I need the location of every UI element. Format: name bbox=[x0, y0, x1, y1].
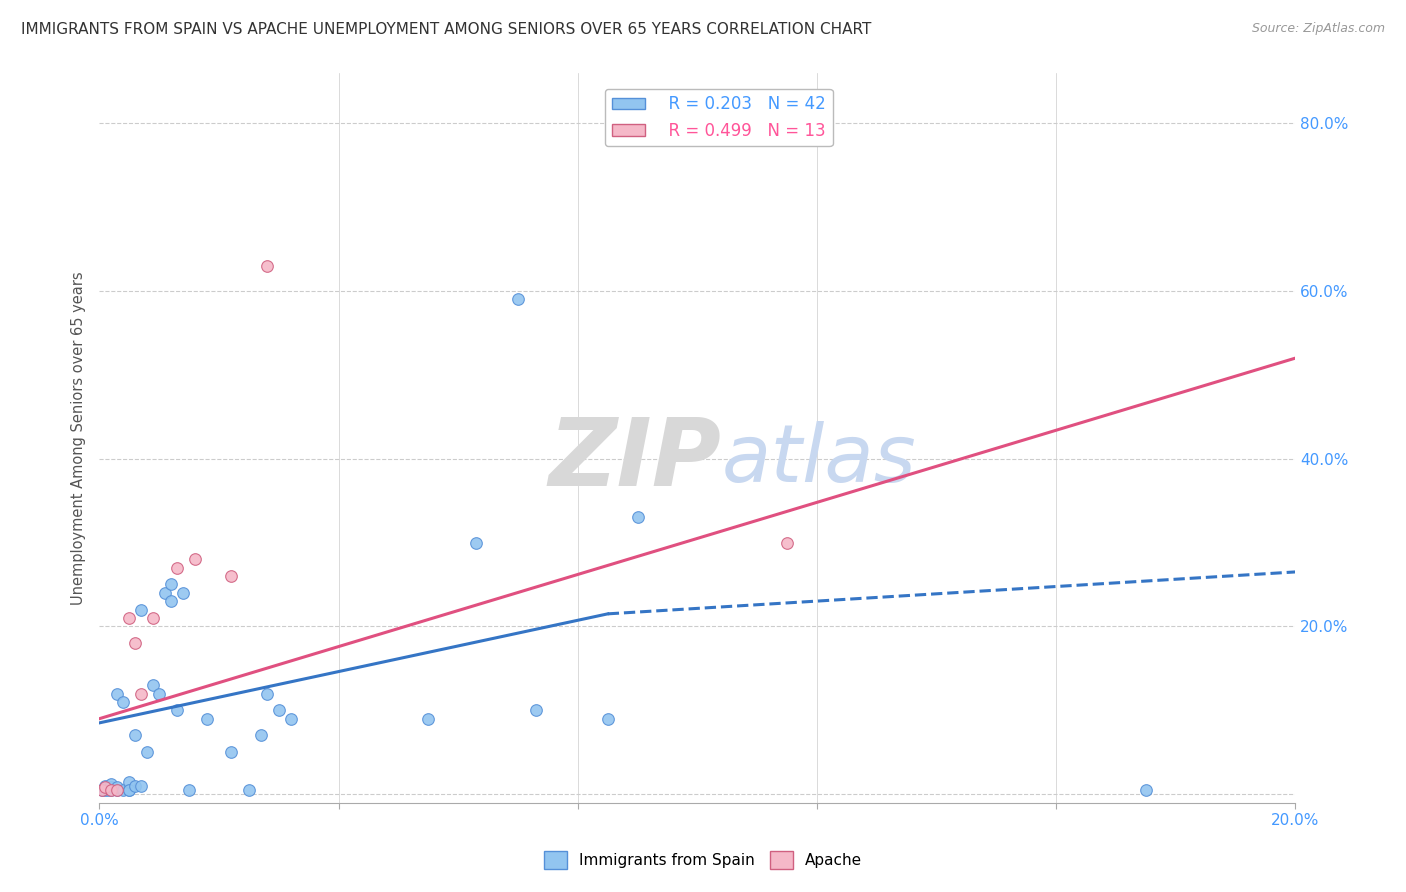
Point bbox=[250, 728, 273, 742]
Point bbox=[94, 783, 117, 797]
Point bbox=[238, 783, 260, 797]
Point bbox=[129, 686, 152, 700]
Point bbox=[596, 712, 619, 726]
Point bbox=[179, 783, 201, 797]
Point bbox=[118, 783, 141, 797]
Point bbox=[142, 678, 165, 692]
Point bbox=[155, 586, 177, 600]
Point bbox=[91, 783, 114, 797]
Point bbox=[166, 703, 188, 717]
Point bbox=[256, 259, 278, 273]
Point bbox=[267, 703, 290, 717]
Point bbox=[105, 686, 128, 700]
Point bbox=[105, 783, 128, 797]
Point bbox=[97, 783, 120, 797]
Point bbox=[118, 783, 141, 797]
Point bbox=[112, 695, 135, 709]
Point bbox=[112, 783, 135, 797]
Point bbox=[172, 586, 194, 600]
Point bbox=[91, 783, 114, 797]
Point bbox=[136, 745, 159, 759]
Y-axis label: Unemployment Among Seniors over 65 years: Unemployment Among Seniors over 65 years bbox=[72, 271, 86, 605]
Point bbox=[118, 775, 141, 789]
Point bbox=[100, 777, 122, 791]
Point bbox=[124, 636, 146, 650]
Point bbox=[506, 293, 529, 307]
Point bbox=[280, 712, 302, 726]
Point bbox=[105, 780, 128, 795]
Point bbox=[256, 686, 278, 700]
Point bbox=[94, 780, 117, 795]
Point bbox=[100, 783, 122, 797]
Point bbox=[94, 779, 117, 793]
Point bbox=[1135, 783, 1157, 797]
Point bbox=[184, 552, 207, 566]
Point bbox=[524, 703, 547, 717]
Point bbox=[118, 611, 141, 625]
Text: ZIP: ZIP bbox=[548, 414, 721, 506]
Text: atlas: atlas bbox=[721, 421, 917, 499]
Point bbox=[129, 779, 152, 793]
Point bbox=[776, 535, 799, 549]
Point bbox=[142, 611, 165, 625]
Point bbox=[195, 712, 218, 726]
Legend: Immigrants from Spain, Apache: Immigrants from Spain, Apache bbox=[537, 845, 869, 875]
Point bbox=[100, 783, 122, 797]
Point bbox=[100, 780, 122, 795]
Point bbox=[627, 510, 650, 524]
Point bbox=[418, 712, 440, 726]
Text: Source: ZipAtlas.com: Source: ZipAtlas.com bbox=[1251, 22, 1385, 36]
Point bbox=[148, 686, 170, 700]
Point bbox=[124, 779, 146, 793]
Text: IMMIGRANTS FROM SPAIN VS APACHE UNEMPLOYMENT AMONG SENIORS OVER 65 YEARS CORRELA: IMMIGRANTS FROM SPAIN VS APACHE UNEMPLOY… bbox=[21, 22, 872, 37]
Point bbox=[160, 594, 183, 608]
Point bbox=[465, 535, 488, 549]
Point bbox=[105, 783, 128, 797]
Point bbox=[219, 569, 242, 583]
Point bbox=[166, 560, 188, 574]
Point bbox=[124, 728, 146, 742]
Legend:   R = 0.203   N = 42,   R = 0.499   N = 13: R = 0.203 N = 42, R = 0.499 N = 13 bbox=[605, 88, 832, 146]
Point bbox=[160, 577, 183, 591]
Point bbox=[129, 602, 152, 616]
Point bbox=[219, 745, 242, 759]
